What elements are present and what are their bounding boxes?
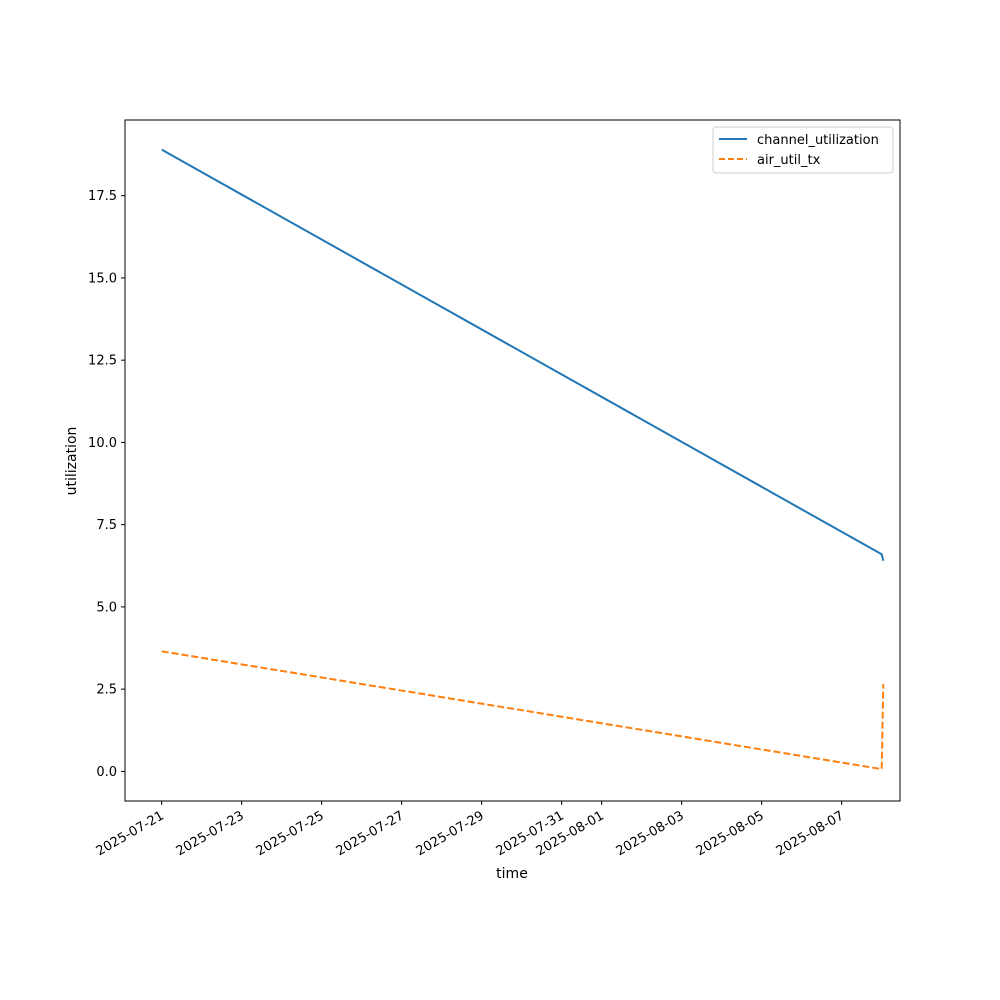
y-tick-label: 17.5 <box>88 189 117 204</box>
y-tick-label: 15.0 <box>88 271 117 286</box>
y-tick-label: 0.0 <box>96 765 117 780</box>
y-tick-label: 10.0 <box>88 436 117 451</box>
y-axis: 0.0 2.5 5.0 7.5 10.0 12.5 15.0 17.5 <box>88 189 125 780</box>
legend: channel_utilization air_util_tx <box>712 126 894 174</box>
y-axis-label: utilization <box>64 427 80 496</box>
series-line-air-util-tx <box>161 650 885 771</box>
series-line-channel-utilization <box>161 148 885 562</box>
legend-box <box>712 126 894 174</box>
y-tick-label: 2.5 <box>96 683 117 698</box>
legend-label-channel-utilization: channel_utilization <box>757 133 879 148</box>
series-layer <box>161 148 885 771</box>
plot-frame <box>124 119 901 802</box>
y-tick-label: 12.5 <box>88 354 117 369</box>
legend-label-air-util-tx: air_util_tx <box>757 153 821 168</box>
y-tick-label: 7.5 <box>96 518 117 533</box>
y-tick-label: 5.0 <box>96 600 117 615</box>
x-axis-label: time <box>496 866 528 882</box>
